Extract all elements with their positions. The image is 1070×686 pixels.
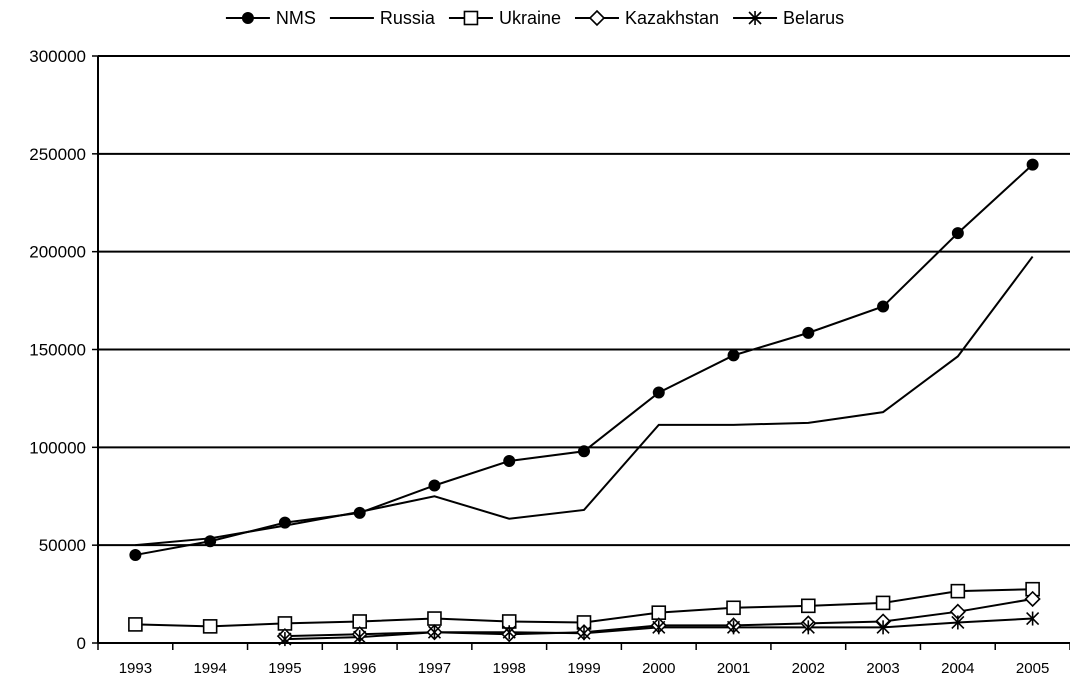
legend-label-nms: NMS — [276, 8, 316, 28]
x-tick-label: 2005 — [1016, 660, 1049, 677]
data-point-ukraine — [801, 598, 816, 614]
x-tick-label: 2000 — [642, 660, 675, 677]
y-tick-label: 150000 — [29, 341, 86, 360]
data-point-belarus — [726, 620, 741, 635]
x-tick-label: 2004 — [941, 660, 974, 677]
data-point-ukraine — [352, 614, 367, 629]
legend-item-nms: NMS — [225, 8, 316, 28]
y-tick-label: 300000 — [29, 47, 86, 66]
x-tick-label: 1994 — [193, 660, 226, 677]
data-point-nms — [802, 326, 815, 339]
data-point-ukraine — [651, 605, 667, 620]
data-point-ukraine — [202, 619, 218, 634]
data-point-belarus — [652, 620, 666, 635]
data-point-ukraine — [427, 611, 442, 626]
data-point-nms — [278, 516, 291, 529]
data-point-nms — [1026, 158, 1039, 171]
data-point-belarus — [577, 626, 591, 641]
legend-marker — [588, 9, 606, 27]
legend-item-kazakhstan: Kazakhstan — [574, 8, 719, 28]
legend-label-belarus: Belarus — [783, 8, 844, 28]
data-point-nms — [951, 227, 964, 240]
data-point-belarus — [502, 625, 516, 640]
legend-marker — [748, 11, 762, 25]
series-line-nms — [135, 163, 1034, 556]
x-tick-label: 1998 — [493, 660, 526, 677]
series-line-russia — [135, 255, 1034, 547]
data-point-belarus — [951, 615, 965, 630]
data-point-nms — [578, 445, 590, 458]
data-point-belarus — [1026, 611, 1040, 626]
data-point-ukraine — [875, 595, 891, 611]
legend-marker — [463, 10, 479, 26]
data-point-nms — [727, 349, 740, 362]
data-point-ukraine — [726, 600, 741, 616]
data-point-belarus — [353, 630, 367, 645]
y-tick-label: 100000 — [29, 438, 86, 457]
y-tick-label: 50000 — [39, 536, 86, 555]
y-tick-label: 0 — [77, 634, 86, 653]
x-tick-label: 2003 — [866, 660, 899, 677]
x-tick-label: 1999 — [567, 660, 600, 677]
data-point-ukraine — [277, 616, 293, 631]
gridlines — [98, 55, 1070, 547]
legend-label-russia: Russia — [380, 8, 436, 28]
legend-label-ukraine: Ukraine — [499, 8, 561, 28]
data-point-belarus — [876, 620, 890, 635]
x-tick-label: 2001 — [717, 660, 750, 677]
data-point-belarus — [427, 625, 442, 640]
data-point-belarus — [801, 620, 815, 635]
legend-label-kazakhstan: Kazakhstan — [625, 8, 719, 28]
data-point-ukraine — [950, 583, 966, 599]
data-point-ukraine — [128, 617, 143, 632]
x-axis: 1993 1994 1995 1996 1997 1998 1999 2000 2001 2002… — [97, 642, 1070, 677]
data-point-nms — [877, 300, 890, 313]
x-tick-label: 1995 — [268, 660, 301, 677]
legend: NMS Russia Ukraine Kazakhstan Belarus — [225, 8, 844, 28]
data-point-nms — [204, 535, 217, 548]
data-point-belarus — [278, 632, 292, 647]
legend-item-ukraine: Ukraine — [448, 8, 561, 28]
data-point-nms — [129, 548, 142, 561]
series-group — [128, 158, 1041, 647]
legend-item-russia: Russia — [329, 8, 436, 28]
legend-marker — [241, 12, 254, 24]
data-point-nms — [428, 479, 441, 492]
legend-item-belarus: Belarus — [733, 8, 844, 28]
y-tick-label: 200000 — [29, 243, 86, 262]
data-point-kazakhstan — [1024, 590, 1041, 608]
data-point-nms — [652, 386, 665, 399]
x-tick-label: 1996 — [343, 660, 376, 677]
x-tick-label: 1997 — [418, 660, 451, 677]
x-tick-label: 2002 — [792, 660, 825, 677]
data-point-nms — [503, 455, 516, 468]
x-tick-label: 1993 — [119, 660, 152, 677]
data-point-nms — [353, 506, 366, 519]
y-tick-label: 250000 — [29, 145, 86, 164]
y-axis: 0 50000 100000 150000 200000 250000 300000 — [29, 47, 99, 653]
